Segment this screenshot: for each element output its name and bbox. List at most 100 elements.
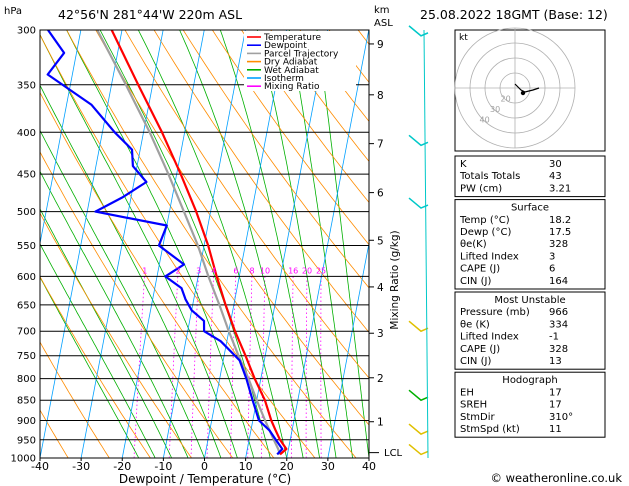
temperature-line [110,30,288,456]
pressure-tick-label: 800 [17,374,36,385]
wind-barbs [408,25,429,459]
dewpoint-line [46,30,284,456]
dry-adiabat-line [241,30,369,204]
legend-entry: Isotherm [264,74,304,84]
mixing-ratio-label: 3 [196,266,201,275]
legend-entry: Dewpoint [264,41,307,51]
temperature-tick-label: -10 [154,460,172,473]
km-tick-label: 5 [377,235,384,247]
surface-title: Surface [511,203,549,214]
pressure-tick-label: 400 [17,128,36,139]
pressure-tick-label: 850 [17,396,36,407]
height-asl-label: ASL [374,18,393,29]
hodograph-stats-value: 11 [549,424,562,435]
dry-adiabat-line [40,409,69,458]
isotherm-line [162,30,246,458]
height-km-ticks: 1 2 3 4 5 6 7 8 9 [369,39,384,454]
pressure-tick-label: 300 [17,26,36,37]
mixing-ratio-line [133,276,145,458]
temperature-tick-label: 0 [201,460,208,473]
pressure-tick-label: 700 [17,327,36,338]
temperature-tick-label: 30 [321,460,335,473]
isotherm-line [286,30,369,458]
mixing-ratio-label: 1 [142,266,147,275]
temperature-tick-labels: -40 -30 -20 -10 0 10 20 30 40 [31,458,376,473]
surface-label: CIN (J) [460,276,491,287]
hodograph-stats-box [454,371,606,438]
isotherm-line [204,30,287,458]
indices-label: Totals Totals [459,171,520,182]
mixing-ratio-axis-label: Mixing Ratio (g/kg) [389,230,401,329]
temperature-tick-label: 40 [362,460,376,473]
indices-label: K [460,159,467,170]
mixing-ratio-label: 6 [233,266,238,275]
most-unstable-label: Lifted Index [460,332,519,343]
most-unstable-value: 328 [549,344,568,355]
mixing-ratio-line [206,276,214,458]
mixing-ratio-line [305,276,308,458]
temperature-tick-label: -40 [31,460,49,473]
mixing-ratio-lines [133,276,322,458]
mixing-ratio-label: 2 [176,266,181,275]
pressure-tick-label: 450 [17,170,36,181]
km-tick-label: 8 [377,90,384,102]
mixing-ratio-label: 4 [211,266,216,275]
mixing-ratio-label: 8 [250,266,255,275]
km-tick-label: 1 [377,417,384,429]
hodograph-trace [514,83,540,93]
legend-entry: Wet Adiabat [264,66,319,76]
mixing-ratio-line [190,276,199,458]
pressure-tick-label: 1000 [11,454,36,465]
most-unstable-title: Most Unstable [494,295,565,306]
temperature-tick-label: -30 [72,460,90,473]
indices-table: K 30 Totals Totals 43 PW (cm) 3.21SurfaceTemp… [454,155,606,438]
hodograph-stats-label: EH [460,387,474,398]
mixing-ratio-labels: 1 2 3 4 6 8 10 16 20 25 [142,266,326,275]
pressure-tick-label: 750 [17,351,36,362]
surface-value: 6 [549,264,555,275]
pressure-tick-label: 500 [17,207,36,218]
hodograph-ring-label: 40 [480,116,490,125]
mixing-ratio-label: 25 [316,266,326,275]
surface-label: θe(K) [460,239,487,250]
mixing-ratio-line [168,276,179,458]
mixing-ratio-line [230,276,237,458]
hodograph-stats-label: StmSpd (kt) [460,424,520,435]
storm-motion-marker [520,90,526,96]
most-unstable-label: θe (K) [460,319,490,330]
mixing-ratio-label: 20 [302,266,312,275]
dry-adiabat-line [40,341,110,458]
isotherm-line [121,30,205,458]
hodograph-stats-value: 17 [549,400,562,411]
mixing-ratio-line [261,276,266,458]
surface-value: 3 [549,251,555,262]
km-tick-label: 6 [377,188,384,200]
most-unstable-value: 966 [549,307,568,318]
wet-adiabat-line [99,30,271,458]
isotherm-line [40,30,123,458]
hodograph-stats-label: StmDir [460,412,495,423]
mixing-ratio-label: 16 [288,266,298,275]
hodograph-stats-value: 310° [549,412,573,423]
wet-adiabat-line [40,84,222,458]
height-unit-label: km [374,5,390,16]
surface-value: 328 [549,239,568,250]
pressure-tick-labels: 300 350 400 450 500 550 600 650 700 750 800 850 900 9… [11,26,36,465]
surface-label: Lifted Index [460,251,519,262]
location-title: 42°56'N 281°44'W 220m ASL [58,7,242,22]
pressure-tick-label: 600 [17,272,36,283]
legend-entry: Temperature [263,33,321,43]
legend-entry: Parcel Trajectory [264,49,339,59]
surface-label: Dewp (°C) [460,227,511,238]
surface-label: CAPE (J) [460,264,500,275]
hodograph-ring-label: 20 [501,95,511,104]
isotherm-line [80,30,164,458]
wind-barb [408,320,429,333]
footer-credit: © weatheronline.co.uk [490,471,622,485]
temperature-tick-label: -20 [113,460,131,473]
pressure-unit-label: hPa [4,6,22,17]
lcl-label: LCL [384,448,403,459]
surface-value: 18.2 [549,215,571,226]
